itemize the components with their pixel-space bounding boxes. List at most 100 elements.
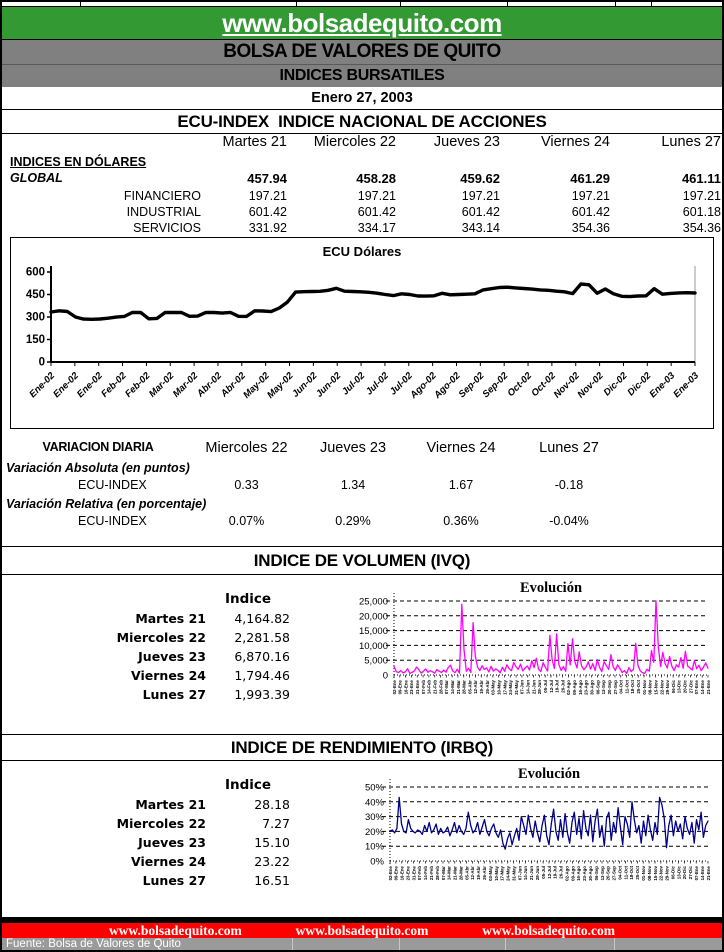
svg-text:Ene-03: Ene-03 [671,370,701,400]
svg-text:16-Ago: 16-Ago [576,866,581,881]
svg-text:08-Nov: 08-Nov [647,865,652,880]
irbq-section-header: INDICE DE RENDIMIENTO (IRBQ) [2,734,722,761]
ecu-index-table: Martes 21 Miercoles 22 Jueves 23 Viernes… [2,134,722,235]
day-header: Martes 21 [222,134,287,150]
ivq-chart-box: Evolución 0 5,000 10,000 15,000 20,000 25,000 0… [344,577,718,735]
svg-text:14-Feb: 14-Feb [423,866,428,880]
column-tick [400,2,401,6]
report-subtitle-bar: INDICES BURSATILES [2,64,722,87]
svg-text:0: 0 [39,357,45,369]
row-label-ecu-index: ECU-INDEX [78,478,147,492]
svg-text:40%: 40% [365,797,385,808]
svg-text:10%: 10% [365,842,385,853]
row-label: Lunes 27 [142,687,206,702]
table-cell: 461.11 [681,171,721,186]
ivq-section-header: INDICE DE VOLUMEN (IVQ) [2,546,722,575]
column-tick [507,2,508,6]
ivq-evolucion-chart: Evolución 0 5,000 10,000 15,000 20,000 25,000 0… [359,580,711,695]
variacion-relativa-label: Variación Relativa (en porcentaje) [6,497,207,511]
table-cell: 601.42 [248,205,287,219]
table-cell: -0.04% [549,514,589,528]
svg-text:14-Feb: 14-Feb [427,680,432,694]
table-cell: -0.18 [554,478,584,492]
svg-text:13-Dic: 13-Dic [676,865,681,879]
svg-text:10-May: 10-May [496,679,501,694]
footer-url-link[interactable]: www.bolsadequito.com [482,922,616,938]
day-header: Jueves 23 [319,440,387,456]
svg-text:29-Nov: 29-Nov [665,865,670,880]
org-title: BOLSA DE VALORES DE QUITO [223,41,501,62]
table-cell: 0.33 [234,478,259,492]
svg-text:23-Ene: 23-Ene [405,865,410,880]
table-cell: 1.34 [340,478,366,492]
ivq-section-body: Indice Martes 21 4,164.82 Miercoles 22 2… [2,575,722,734]
table-cell: 331.92 [248,221,287,235]
row-value: 2,281.58 [234,630,290,645]
svg-text:28-Mar: 28-Mar [462,680,467,694]
svg-text:26-Abr: 26-Abr [485,680,490,694]
svg-text:23-Ago: 23-Ago [584,680,589,695]
table-row: Lunes 27 16.51 [2,873,294,892]
table-cell: 461.29 [570,171,610,186]
svg-text:12-Jul: 12-Jul [547,866,552,879]
table-cell: 354.36 [682,221,721,235]
row-label: Viernes 24 [131,668,206,683]
site-url-link[interactable]: www.bolsadequito.com [222,7,502,38]
irbq-col-header: Indice [224,777,272,793]
svg-text:450: 450 [26,289,45,301]
svg-text:30%: 30% [365,812,385,823]
svg-text:20-Sep: 20-Sep [606,866,611,881]
svg-text:25-Oct: 25-Oct [636,679,641,693]
row-label: Miercoles 22 [116,630,206,645]
svg-text:14-Mar: 14-Mar [450,680,455,694]
svg-text:03-May: 03-May [488,865,493,880]
irbq-section-body: Indice Martes 21 28.18 Miercoles 22 7.27… [2,761,722,917]
svg-text:Ene-02: Ene-02 [75,370,105,400]
row-value: 16.51 [254,873,290,888]
svg-text:Ago-02: Ago-02 [431,370,463,402]
footer-url-link[interactable]: www.bolsadequito.com [295,922,429,938]
table-cell: 197.21 [357,189,396,203]
svg-text:09-Ene: 09-Ene [394,865,399,880]
ivq-title: INDICE DE VOLUMEN (IVQ) [253,550,471,570]
svg-text:15-Nov: 15-Nov [653,679,658,694]
footer-url-link[interactable]: www.bolsadequito.com [108,922,242,938]
svg-text:25-Oct: 25-Oct [635,865,640,879]
svg-text:24-May: 24-May [508,679,513,694]
svg-text:06-Dic: 06-Dic [670,865,675,879]
row-value: 28.18 [254,797,290,812]
svg-text:06-Sep: 06-Sep [594,866,599,881]
svg-text:18-Oct: 18-Oct [629,865,634,879]
table-row: Martes 21 28.18 [2,797,294,816]
svg-text:14-Jun: 14-Jun [526,680,531,694]
ivq-col-header: Indice [224,591,272,607]
row-label: Viernes 24 [131,854,206,869]
svg-text:18-Oct: 18-Oct [630,679,635,693]
svg-text:15,000: 15,000 [359,626,388,637]
svg-text:01-Nov: 01-Nov [642,679,647,694]
row-label-ecu-index: ECU-INDEX [78,514,147,528]
svg-text:07-Mar: 07-Mar [441,866,446,880]
row-label: Miercoles 22 [116,816,206,831]
source-text: Fuente: Bolsa de Valores de Quito [6,938,181,950]
report-subtitle: INDICES BURSATILES [279,67,445,84]
report-date: Enero 27, 2003 [311,90,413,106]
table-cell: 601.42 [571,205,610,219]
group-label: INDICES EN DÓLARES [10,155,147,169]
table-cell: 197.21 [682,189,721,203]
svg-text:13-Sep: 13-Sep [600,866,605,881]
svg-text:19-Jul: 19-Jul [555,680,560,693]
svg-text:21-Mar: 21-Mar [453,866,458,880]
svg-text:17-May: 17-May [502,679,507,694]
svg-text:13-Sep: 13-Sep [601,680,606,695]
svg-text:05-Abr: 05-Abr [464,866,469,880]
svg-text:Jul-02: Jul-02 [340,370,368,398]
svg-text:09-Ene: 09-Ene [398,679,403,694]
row-value: 15.10 [254,835,290,850]
svg-text:07-Feb: 07-Feb [417,866,422,880]
svg-text:20,000: 20,000 [359,611,388,622]
svg-text:21-Mar: 21-Mar [456,680,461,694]
svg-text:28-Jun: 28-Jun [535,866,540,880]
svg-text:50%: 50% [365,783,385,794]
org-title-bar: BOLSA DE VALORES DE QUITO [2,40,722,64]
